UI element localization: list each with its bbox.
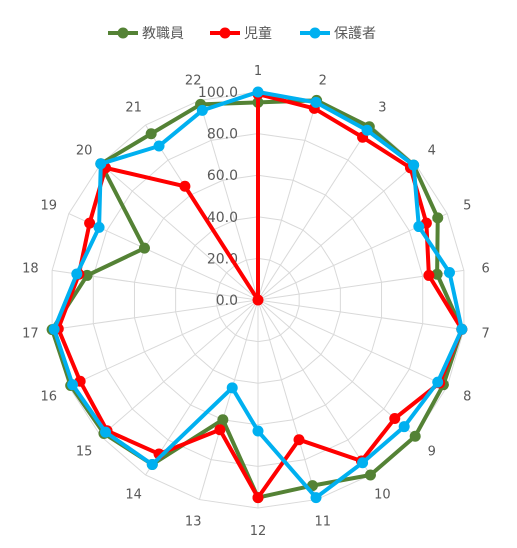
data-point-16: [67, 379, 79, 391]
spoke-9: [257, 299, 416, 437]
data-point-19: [93, 221, 105, 233]
category-label-22: 22: [185, 73, 202, 88]
data-point-13: [214, 424, 226, 436]
category-label-15: 15: [76, 445, 93, 460]
data-point-20: [95, 158, 107, 170]
data-point-11: [310, 492, 322, 504]
data-point-21: [179, 180, 191, 192]
category-label-12: 12: [250, 524, 267, 539]
r-tick-label: 60.0: [207, 168, 238, 184]
data-point-6: [443, 266, 455, 278]
spoke-8: [257, 299, 448, 387]
category-label-19: 19: [41, 198, 58, 213]
category-label-4: 4: [428, 143, 436, 158]
data-point-2: [310, 96, 322, 108]
category-label-20: 20: [76, 143, 93, 158]
spoke-3: [257, 124, 371, 301]
category-label-1: 1: [254, 64, 262, 79]
data-point-12: [252, 425, 264, 437]
category-label-3: 3: [378, 101, 386, 116]
spoke-4: [257, 163, 416, 301]
spoke-2: [257, 100, 318, 301]
r-tick-label: 100.0: [198, 85, 238, 101]
data-point-14: [146, 458, 158, 470]
data-point-11: [293, 434, 305, 446]
data-point-22: [196, 104, 208, 116]
spoke-22: [198, 100, 259, 301]
legend-item: 保護者: [300, 26, 376, 42]
data-point-12: [252, 492, 264, 504]
legend-marker: [117, 27, 129, 39]
data-point-6: [423, 269, 435, 281]
data-point-9: [389, 413, 401, 425]
data-point-18: [71, 268, 83, 280]
data-point-21: [145, 128, 157, 140]
data-point-9: [398, 421, 410, 433]
category-label-13: 13: [185, 515, 202, 530]
category-label-17: 17: [22, 327, 39, 342]
legend-item: 教職員: [108, 26, 184, 42]
category-label-6: 6: [482, 261, 490, 276]
r-tick-label: 40.0: [207, 210, 238, 226]
series-lines: [46, 86, 468, 504]
legend-marker: [309, 27, 321, 39]
data-point-19: [138, 242, 150, 254]
legend-label: 児童: [244, 25, 272, 42]
data-point-19: [84, 217, 96, 229]
data-point-13: [217, 414, 229, 426]
data-point-7: [456, 323, 468, 335]
spoke-7: [257, 299, 464, 331]
data-point-8: [432, 376, 444, 388]
r-tick-label: 0.0: [216, 293, 238, 309]
category-label-2: 2: [319, 73, 327, 88]
category-label-10: 10: [374, 487, 391, 502]
data-point-15: [100, 426, 112, 438]
spoke-16: [68, 299, 259, 387]
data-point-5: [432, 212, 444, 224]
spoke-20: [100, 163, 259, 301]
spoke-14: [145, 299, 259, 476]
data-point-9: [409, 430, 421, 442]
category-label-16: 16: [41, 390, 58, 405]
category-label-14: 14: [125, 487, 142, 502]
data-point-6: [431, 268, 443, 280]
spoke-15: [100, 299, 259, 437]
data-point-1: [252, 86, 264, 98]
data-point-5: [413, 221, 425, 233]
category-label-9: 9: [428, 445, 436, 460]
legend: 教職員 児童 保護者: [108, 25, 376, 42]
data-point-21: [153, 140, 165, 152]
data-point-18: [81, 269, 93, 281]
category-label-18: 18: [22, 261, 39, 276]
legend-label: 教職員: [142, 26, 184, 42]
data-point-13: [226, 382, 238, 394]
category-label-7: 7: [482, 327, 490, 342]
data-point-22: [252, 294, 264, 306]
legend-marker: [219, 27, 231, 39]
legend-label: 保護者: [334, 26, 376, 42]
data-point-3: [361, 124, 373, 136]
r-tick-label: 80.0: [207, 127, 238, 143]
spoke-10: [257, 299, 371, 476]
data-point-4: [408, 159, 420, 171]
spoke-13: [198, 299, 259, 500]
series-3: [48, 86, 468, 504]
data-point-17: [48, 323, 60, 335]
spoke-11: [257, 299, 318, 500]
category-label-21: 21: [125, 101, 142, 116]
legend-item: 児童: [210, 25, 272, 42]
spoke-17: [52, 299, 259, 331]
data-point-10: [357, 457, 369, 469]
category-label-11: 11: [315, 515, 332, 530]
data-point-10: [364, 469, 376, 481]
category-label-5: 5: [463, 198, 471, 213]
category-label-8: 8: [463, 390, 471, 405]
